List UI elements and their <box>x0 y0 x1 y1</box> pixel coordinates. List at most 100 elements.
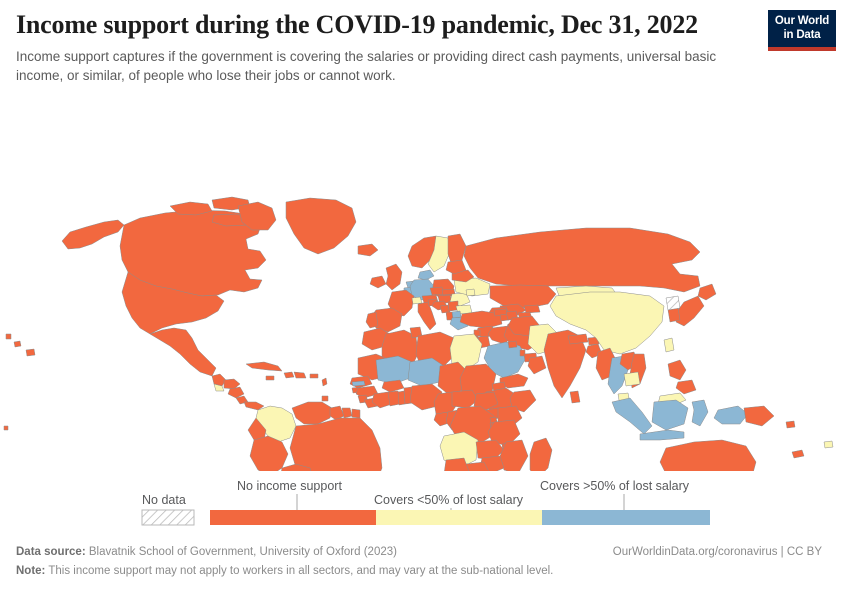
country-sri-lanka[interactable] <box>570 391 580 403</box>
country-fiji[interactable] <box>824 441 833 448</box>
country-japan-north[interactable] <box>698 284 716 300</box>
country-pacific-island-1[interactable] <box>26 349 35 356</box>
footer-note-row: Note: This income support may not apply … <box>16 562 836 581</box>
country-canada-arctic-1[interactable] <box>170 202 212 215</box>
world-choropleth-map[interactable] <box>0 96 850 471</box>
country-cuba[interactable] <box>246 362 282 371</box>
country-south-sudan[interactable] <box>474 392 498 410</box>
country-lesser-antilles[interactable] <box>322 378 327 386</box>
logo-line-2: in Data <box>783 28 821 41</box>
country-mexico[interactable] <box>150 328 216 376</box>
country-central-african-republic[interactable] <box>452 390 478 408</box>
country-india[interactable] <box>544 330 586 398</box>
country-baltics[interactable] <box>446 260 466 274</box>
country-peru[interactable] <box>250 436 288 471</box>
country-australia[interactable] <box>660 440 756 471</box>
country-united-kingdom[interactable] <box>386 264 402 290</box>
footer-source-row: Data source: Blavatnik School of Governm… <box>16 543 836 562</box>
country-pacific-island-4[interactable] <box>4 426 8 430</box>
country-pacific-island-3[interactable] <box>6 334 11 339</box>
country-botswana[interactable] <box>464 462 490 471</box>
country-moldova[interactable] <box>466 289 475 296</box>
country-nicaragua[interactable] <box>228 387 244 398</box>
country-dominican-republic[interactable] <box>294 372 306 378</box>
country-portugal[interactable] <box>366 312 378 328</box>
country-philippines-south[interactable] <box>676 380 696 394</box>
country-philippines[interactable] <box>668 360 686 380</box>
country-north-korea[interactable] <box>666 296 680 310</box>
country-el-salvador[interactable] <box>214 384 224 391</box>
country-ivory-coast[interactable] <box>372 392 392 408</box>
country-oman[interactable] <box>528 356 546 374</box>
legend-no-data-swatch[interactable] <box>141 509 195 526</box>
country-greenland[interactable] <box>286 198 356 254</box>
country-czechia[interactable] <box>430 287 444 295</box>
country-namibia[interactable] <box>444 458 470 471</box>
country-papua-new-guinea[interactable] <box>744 406 774 426</box>
page-title: Income support during the COVID-19 pande… <box>16 10 698 39</box>
country-turkey[interactable] <box>460 311 502 328</box>
country-bhutan[interactable] <box>588 337 599 345</box>
country-south-korea[interactable] <box>668 308 680 322</box>
map-legend[interactable]: No data No income support Covers <50% of… <box>0 472 850 534</box>
country-new-caledonia[interactable] <box>792 450 804 458</box>
country-russia[interactable] <box>464 228 700 292</box>
map-svg[interactable] <box>0 96 850 471</box>
country-indonesia-sulawesi[interactable] <box>692 400 708 426</box>
country-trinidad[interactable] <box>322 396 328 401</box>
country-solomon-islands[interactable] <box>786 421 795 428</box>
note-label: Note: <box>16 565 46 577</box>
country-ireland[interactable] <box>370 276 386 288</box>
country-burkina-faso[interactable] <box>382 380 404 392</box>
chart-footer: Data source: Blavatnik School of Governm… <box>16 543 836 581</box>
chart-header: Income support during the COVID-19 pande… <box>16 10 756 85</box>
country-indonesia-sumatra[interactable] <box>612 398 652 434</box>
country-puerto-rico[interactable] <box>310 374 318 378</box>
country-indonesia-borneo[interactable] <box>652 400 688 430</box>
country-switzerland[interactable] <box>412 297 422 304</box>
country-bolivia[interactable] <box>280 464 314 471</box>
logo-line-1: Our World <box>774 15 830 27</box>
country-jamaica[interactable] <box>266 376 274 380</box>
country-guinea[interactable] <box>356 386 378 398</box>
legend-svg[interactable]: No data No income support Covers <50% of… <box>0 472 850 534</box>
country-nepal[interactable] <box>568 334 588 344</box>
country-panama[interactable] <box>244 402 264 410</box>
our-world-in-data-logo[interactable]: Our World in Data <box>768 10 836 52</box>
country-kazakhstan[interactable] <box>490 285 556 308</box>
country-gambia[interactable] <box>352 381 365 386</box>
country-venezuela[interactable] <box>292 402 332 424</box>
country-kyrgyzstan[interactable] <box>524 305 540 313</box>
country-pacific-island-2[interactable] <box>14 341 21 347</box>
legend-no-data-label: No data <box>142 493 186 507</box>
country-kuwait[interactable] <box>508 341 517 348</box>
country-french-guiana[interactable] <box>352 409 360 418</box>
attribution-link[interactable]: OurWorldinData.org/coronavirus | CC BY <box>612 546 822 558</box>
legend-band-covers-over-50[interactable] <box>542 510 710 525</box>
country-brazil[interactable] <box>290 418 382 471</box>
country-mali[interactable] <box>376 356 412 384</box>
country-indonesia-papua[interactable] <box>714 406 748 424</box>
country-haiti[interactable] <box>284 372 294 378</box>
country-iceland[interactable] <box>358 244 378 256</box>
legend-band-no-income-support[interactable] <box>210 510 376 525</box>
country-united-states[interactable] <box>122 272 224 334</box>
country-madagascar[interactable] <box>530 438 552 471</box>
legend-band-covers-under-50[interactable] <box>376 510 542 525</box>
legend-label-covers-under-50: Covers <50% of lost salary <box>374 493 524 507</box>
country-zambia[interactable] <box>476 440 504 460</box>
country-japan[interactable] <box>676 296 704 326</box>
country-north-macedonia[interactable] <box>452 311 461 318</box>
country-china[interactable] <box>550 292 664 354</box>
country-alaska[interactable] <box>62 220 124 249</box>
country-denmark[interactable] <box>418 270 434 280</box>
country-indonesia-java[interactable] <box>640 430 684 440</box>
country-taiwan[interactable] <box>664 338 674 352</box>
country-baffin[interactable] <box>238 202 276 230</box>
country-ukraine[interactable] <box>454 278 490 296</box>
country-cambodia[interactable] <box>624 372 640 386</box>
country-honduras[interactable] <box>224 379 240 389</box>
country-suriname[interactable] <box>342 408 352 418</box>
country-togo[interactable] <box>398 391 405 405</box>
